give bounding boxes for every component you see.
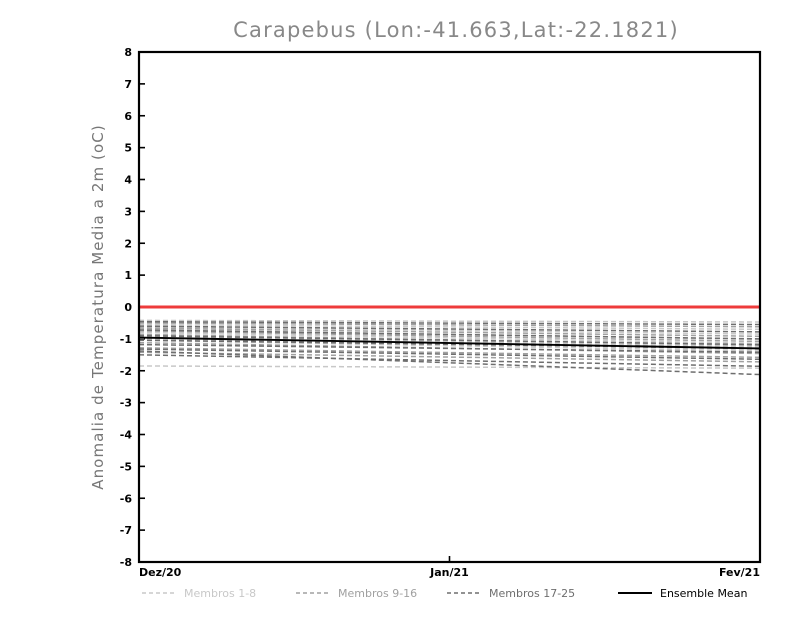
x-axis-ticks: Dez/20 Jan/21 Fev/21 bbox=[138, 556, 761, 579]
page-title: Carapebus (Lon:-41.663,Lat:-22.1821) bbox=[233, 18, 679, 42]
member-line bbox=[138, 365, 761, 369]
member-line bbox=[138, 350, 761, 376]
y-tick-label: 0 bbox=[124, 301, 132, 314]
y-tick-label: -8 bbox=[120, 556, 132, 569]
y-axis-title: Anomalia de Temperatura Media a 2m (oC) bbox=[89, 124, 107, 490]
member-line bbox=[138, 341, 761, 355]
data-series-layer bbox=[138, 319, 761, 376]
legend-label: Ensemble Mean bbox=[660, 587, 747, 600]
plot-frame bbox=[137, 50, 762, 564]
chart-legend: Membros 1-8 Membros 9-16 Membros 17-25 Ense… bbox=[142, 587, 747, 600]
member-line bbox=[138, 323, 761, 331]
member-line bbox=[138, 329, 761, 340]
y-tick-label: -3 bbox=[120, 397, 132, 410]
member-line bbox=[138, 335, 761, 348]
member-line bbox=[138, 351, 761, 363]
ensemble-mean-line bbox=[138, 336, 761, 350]
member-line bbox=[138, 326, 761, 335]
member-line bbox=[138, 348, 761, 361]
member-line bbox=[138, 354, 761, 368]
y-tick-label: -7 bbox=[120, 524, 132, 537]
x-tick-label: Dez/20 bbox=[139, 566, 182, 579]
y-tick-label: 7 bbox=[124, 78, 132, 91]
y-tick-label: 4 bbox=[124, 174, 132, 187]
y-tick-label: 2 bbox=[124, 237, 132, 250]
y-tick-label: 3 bbox=[124, 205, 132, 218]
member-line bbox=[138, 327, 761, 338]
x-tick-label: Jan/21 bbox=[429, 566, 469, 579]
y-tick-label: -5 bbox=[120, 460, 132, 473]
legend-label: Membros 17-25 bbox=[489, 587, 575, 600]
member-line bbox=[138, 347, 761, 359]
member-line bbox=[138, 331, 761, 345]
y-tick-label: 1 bbox=[124, 269, 132, 282]
y-tick-label: -1 bbox=[120, 333, 132, 346]
y-tick-label: 8 bbox=[124, 46, 132, 59]
member-line bbox=[138, 328, 761, 341]
y-tick-label: 6 bbox=[124, 110, 132, 123]
legend-label: Membros 9-16 bbox=[338, 587, 417, 600]
legend-label: Membros 1-8 bbox=[184, 587, 256, 600]
member-line bbox=[138, 339, 761, 352]
member-line bbox=[138, 320, 761, 326]
member-line bbox=[138, 325, 761, 333]
member-line bbox=[138, 343, 761, 354]
y-tick-label: -4 bbox=[120, 429, 133, 442]
member-line bbox=[138, 322, 761, 328]
y-tick-label: -2 bbox=[120, 365, 132, 378]
y-tick-label: 5 bbox=[124, 142, 132, 155]
member-line bbox=[138, 319, 761, 323]
y-tick-label: -6 bbox=[120, 492, 133, 505]
x-tick-label: Fev/21 bbox=[719, 566, 760, 579]
